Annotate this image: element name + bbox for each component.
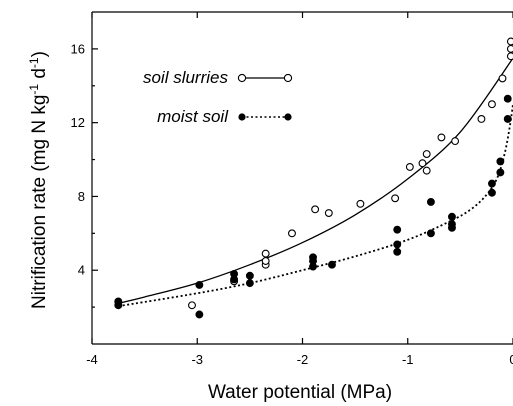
open-point-soil-slurries [451, 137, 460, 146]
y-tick-label: 12 [71, 115, 85, 130]
filled-point-moist-soil [426, 198, 435, 206]
open-point-soil-slurries [422, 150, 431, 158]
filled-point-moist-soil [503, 115, 512, 123]
filled-point-moist-soil [195, 310, 204, 319]
open-point-soil-slurries [422, 166, 431, 175]
y-axis-title-superscript: -1 [27, 57, 41, 68]
filled-point-moist-soil [393, 225, 402, 234]
legend-label-moist-soil: moist soil [157, 107, 229, 126]
filled-point-moist-soil [114, 301, 123, 310]
filled-point-moist-soil [503, 94, 512, 103]
filled-point-moist-soil [195, 281, 204, 289]
legend-marker-filled-circle [238, 113, 246, 121]
open-point-soil-slurries [261, 249, 270, 258]
filled-point-moist-soil [328, 260, 336, 269]
open-point-soil-slurries [188, 301, 196, 310]
y-axis-title-superscript: -1 [27, 84, 41, 95]
legend-entry-moist-soil: moist soil [157, 107, 292, 126]
open-point-soil-slurries [311, 205, 320, 214]
filled-point-moist-soil [230, 275, 239, 284]
open-point-soil-slurries [391, 194, 400, 203]
filled-point-moist-soil [496, 157, 505, 166]
x-tick-label: -3 [191, 352, 203, 367]
open-point-soil-slurries [506, 52, 513, 61]
filled-point-moist-soil [488, 179, 496, 188]
fit-curve-moist-soil [118, 104, 513, 308]
filled-point-moist-soil [245, 279, 254, 288]
filled-point-moist-soil [393, 247, 402, 256]
open-point-soil-slurries [405, 162, 414, 171]
open-point-soil-slurries [437, 133, 446, 142]
open-point-soil-slurries [506, 37, 513, 46]
open-point-soil-slurries [324, 209, 333, 217]
y-axis-title: Nitrification rate (mg N kg-1 d-1) [27, 51, 50, 309]
x-tick-label: -2 [297, 352, 309, 367]
filled-point-moist-soil [309, 262, 317, 271]
x-tick-label: 0 [509, 352, 513, 367]
y-tick-label: 4 [78, 263, 85, 278]
legend-entry-soil-slurries: soil slurries [143, 68, 293, 87]
open-point-soil-slurries [288, 229, 296, 238]
filled-point-moist-soil [245, 271, 254, 280]
legend-marker-filled-circle [284, 113, 292, 121]
legend-marker-open-circle [283, 73, 293, 83]
x-axis-title: Water potential (MPa) [208, 382, 392, 403]
open-point-soil-slurries [506, 44, 513, 53]
y-axis-title-part: d [29, 68, 50, 84]
legend: soil slurries moist soil [143, 68, 293, 126]
y-axis-title-part: ) [29, 51, 50, 57]
y-tick-label: 8 [78, 189, 85, 204]
x-tick-label: -4 [86, 352, 98, 367]
x-axis-ticks: -4 -3 -2 -1 0 [86, 12, 513, 367]
open-point-soil-slurries [261, 257, 270, 265]
open-point-soil-slurries [356, 199, 365, 208]
legend-label-soil-slurries: soil slurries [143, 68, 229, 87]
open-point-soil-slurries [477, 115, 486, 123]
filled-point-moist-soil [448, 223, 456, 232]
y-tick-label: 16 [71, 41, 85, 56]
legend-marker-open-circle [237, 73, 247, 83]
filled-point-moist-soil [426, 229, 435, 238]
y-axis-title-part: Nitrification rate (mg N kg [29, 95, 50, 309]
y-axis-ticks: 4 8 12 16 [71, 41, 98, 308]
filled-point-moist-soil [496, 168, 505, 177]
filled-point-moist-soil [393, 240, 402, 249]
x-tick-label: -1 [402, 352, 414, 367]
filled-point-moist-soil [488, 188, 496, 197]
data-points [114, 37, 513, 319]
filled-point-moist-soil [448, 212, 456, 221]
open-point-soil-slurries [498, 74, 507, 83]
open-point-soil-slurries [488, 100, 496, 109]
open-point-soil-slurries [418, 159, 427, 168]
